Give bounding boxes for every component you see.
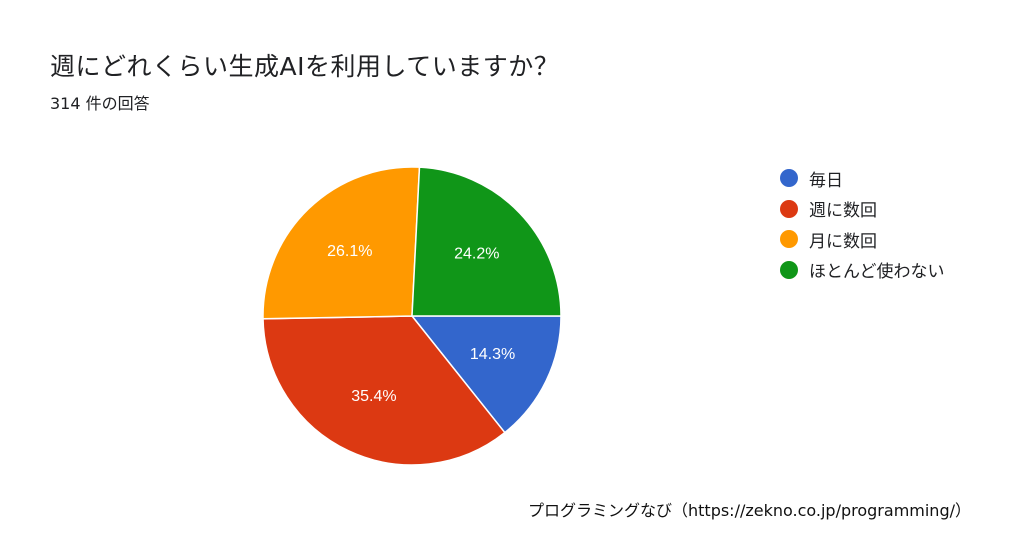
- legend-swatch-rarely-use: [780, 260, 798, 279]
- legend-label-rarely-use: ほとんど使わない: [809, 262, 945, 283]
- legend-swatch-daily: [780, 169, 798, 188]
- pie-label-daily: 14.3%: [470, 346, 515, 363]
- pie-slice-few-times-a-month[interactable]: [262, 166, 421, 320]
- legend-item-few-times-a-week[interactable]: 週に数回: [780, 194, 1020, 225]
- pie-slice-rarely-use[interactable]: [411, 166, 562, 317]
- legend-label-daily: 毎日: [809, 170, 843, 191]
- pie-slice-few-times-a-week[interactable]: [262, 315, 506, 466]
- legend-swatch-few-times-a-week: [780, 199, 798, 218]
- chart-title: 週にどれくらい生成AIを利用していますか？: [50, 52, 560, 81]
- legend-label-few-times-a-week: 週に数回: [809, 201, 877, 222]
- legend-item-daily[interactable]: 毎日: [780, 163, 1020, 194]
- pie-label-rarely-use: 24.2%: [454, 246, 499, 263]
- pie-label-few-times-a-month: 26.1%: [327, 243, 372, 260]
- legend-label-few-times-a-month: 月に数回: [809, 231, 877, 252]
- pie-slice-daily[interactable]: [410, 315, 562, 434]
- legend-swatch-few-times-a-month: [780, 230, 798, 249]
- chart-legend: 毎日 週に数回 月に数回 ほとんど使わない: [780, 163, 1020, 285]
- legend-item-few-times-a-month[interactable]: 月に数回: [780, 224, 1020, 255]
- source-credit: プログラミングなび（https://zekno.co.jp/programmin…: [528, 501, 971, 520]
- legend-item-rarely-use[interactable]: ほとんど使わない: [780, 255, 1020, 286]
- response-count: 314 件の回答: [50, 94, 150, 113]
- pie-label-few-times-a-week: 35.4%: [351, 388, 396, 405]
